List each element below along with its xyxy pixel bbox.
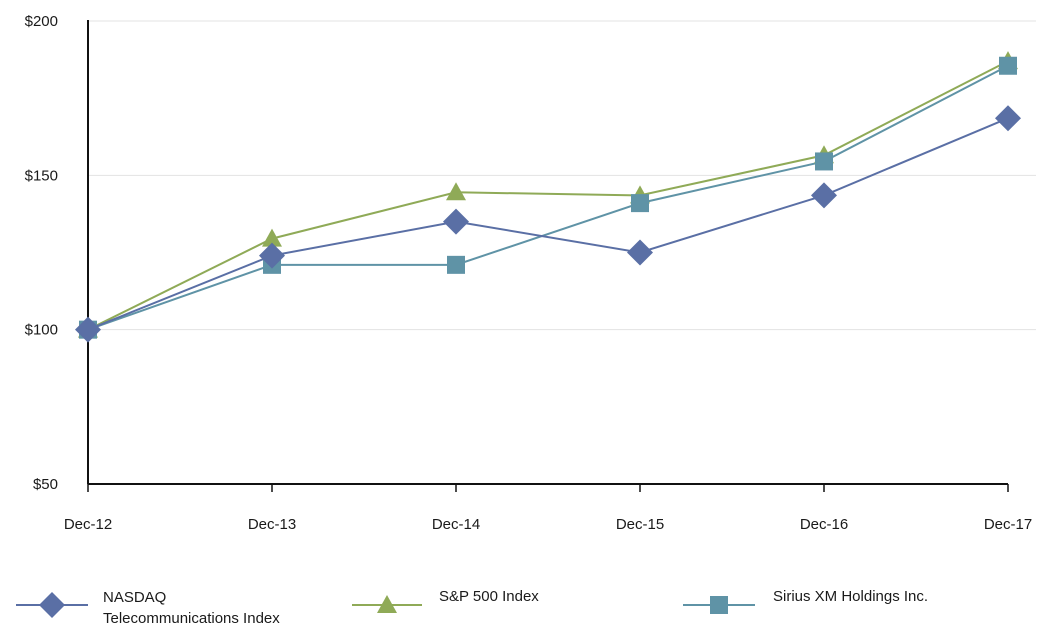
data-point-square (447, 255, 465, 274)
series-lines (87, 60, 1009, 331)
y-tick-label: $150 (25, 167, 58, 184)
y-tick-label: $200 (25, 13, 58, 30)
x-tick-label: Dec-16 (800, 516, 848, 533)
legend-label: S&P 500 Index (439, 588, 539, 605)
y-tick-label: $50 (33, 476, 58, 493)
data-point-square (815, 152, 833, 171)
x-tick-label: Dec-17 (984, 516, 1032, 533)
data-point-square (999, 56, 1017, 75)
x-tick-label: Dec-13 (248, 516, 296, 533)
legend-marker (710, 596, 728, 614)
legend-item: S&P 500 Index (352, 588, 539, 613)
data-point-square (631, 194, 649, 213)
series-line (87, 64, 1009, 331)
legend: NASDAQ Telecommunications Index S&P 500 In… (16, 588, 928, 625)
series-line (87, 117, 1009, 331)
data-point-diamond (443, 208, 469, 235)
series-line (87, 60, 1009, 331)
legend-label: Sirius XM Holdings Inc. (773, 588, 928, 605)
data-point-diamond (811, 182, 837, 209)
data-point-triangle (262, 228, 282, 247)
data-point-diamond (995, 105, 1021, 132)
data-point-triangle (446, 182, 466, 201)
x-tick-label: Dec-15 (616, 516, 664, 533)
data-point-diamond (259, 242, 285, 269)
y-tick-label: $100 (25, 322, 58, 339)
legend-label: Telecommunications Index (103, 610, 280, 625)
x-tick-label: Dec-14 (432, 516, 480, 533)
axes: $50 $100 $150 $200 Dec-12 Dec-13 Dec-14 Dec-15 D… (25, 13, 1033, 533)
legend-item: NASDAQ Telecommunications Index (16, 589, 280, 625)
data-point-diamond (627, 239, 653, 266)
gridlines (88, 20, 1036, 331)
x-tick-label: Dec-12 (64, 516, 112, 533)
legend-marker (377, 595, 397, 613)
legend-item: Sirius XM Holdings Inc. (683, 588, 928, 614)
legend-marker (39, 592, 65, 618)
legend-label: NASDAQ (103, 589, 166, 606)
series-markers (75, 51, 1021, 343)
data-point-diamond (75, 316, 101, 343)
